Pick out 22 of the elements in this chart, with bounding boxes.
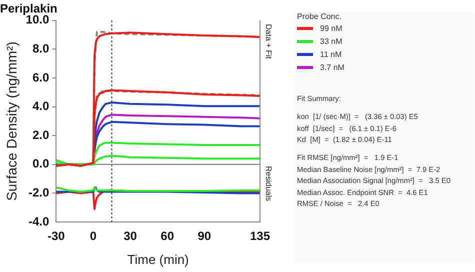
x-tick-label: -30: [47, 229, 65, 243]
legend-label: 3.7 nM: [320, 63, 344, 72]
legend-label: 99 nM: [320, 24, 342, 33]
y-tick-label: 8.0: [32, 42, 50, 56]
x-tick-label: 30: [124, 229, 137, 243]
x-tick-label: 90: [198, 229, 212, 243]
x-axis-title: Time (min): [127, 252, 189, 267]
y-tick-label: 6.0: [32, 70, 50, 84]
text: Data + Fit: [264, 24, 273, 60]
y-axis-title: Surface Density (ng/mm²): [3, 41, 20, 201]
legend-label: 33 nM: [320, 37, 342, 46]
text: Residuals: [264, 166, 273, 202]
y-tick-label: 4.0: [32, 99, 50, 114]
y-tick-label: -2.0: [28, 186, 50, 200]
x-tick-label: 60: [160, 229, 174, 243]
legend-label: 11 nM: [320, 50, 342, 59]
y-tick-label: -4.0: [28, 214, 50, 228]
y-tick-label: 2.0: [32, 128, 50, 142]
x-tick-label: 135: [250, 229, 270, 243]
legend-title: Probe Conc.: [297, 12, 342, 21]
y-tick-label: 0.0: [32, 156, 50, 171]
x-tick-label: 0: [90, 229, 97, 243]
